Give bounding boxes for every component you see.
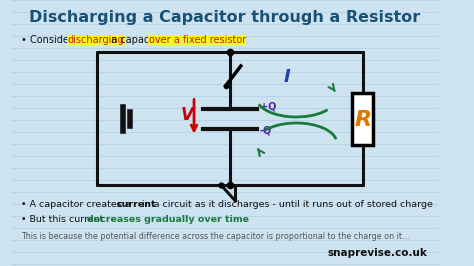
Text: I: I — [284, 68, 291, 86]
Text: current: current — [116, 200, 156, 209]
Text: • But this current: • But this current — [21, 215, 107, 224]
Text: R: R — [354, 110, 371, 131]
Text: V: V — [181, 106, 193, 123]
Text: -Q: -Q — [260, 126, 272, 135]
Text: Discharging a Capacitor through a Resistor: Discharging a Capacitor through a Resist… — [29, 10, 421, 25]
Text: +Q: +Q — [260, 102, 276, 111]
Text: snaprevise.co.uk: snaprevise.co.uk — [328, 248, 428, 258]
Text: discharging: discharging — [68, 35, 125, 45]
Text: This is because the potential difference across the capacitor is proportional to: This is because the potential difference… — [21, 232, 410, 241]
Text: over a fixed resistor: over a fixed resistor — [149, 35, 246, 45]
Text: • Consider: • Consider — [21, 35, 76, 45]
Text: a capacitor: a capacitor — [108, 35, 169, 45]
Bar — [352, 93, 374, 144]
Text: decreases gradually over time: decreases gradually over time — [88, 215, 249, 224]
Text: • A capacitor creates a: • A capacitor creates a — [21, 200, 134, 209]
Text: in a circuit as it discharges - until it runs out of stored charge: in a circuit as it discharges - until it… — [139, 200, 433, 209]
